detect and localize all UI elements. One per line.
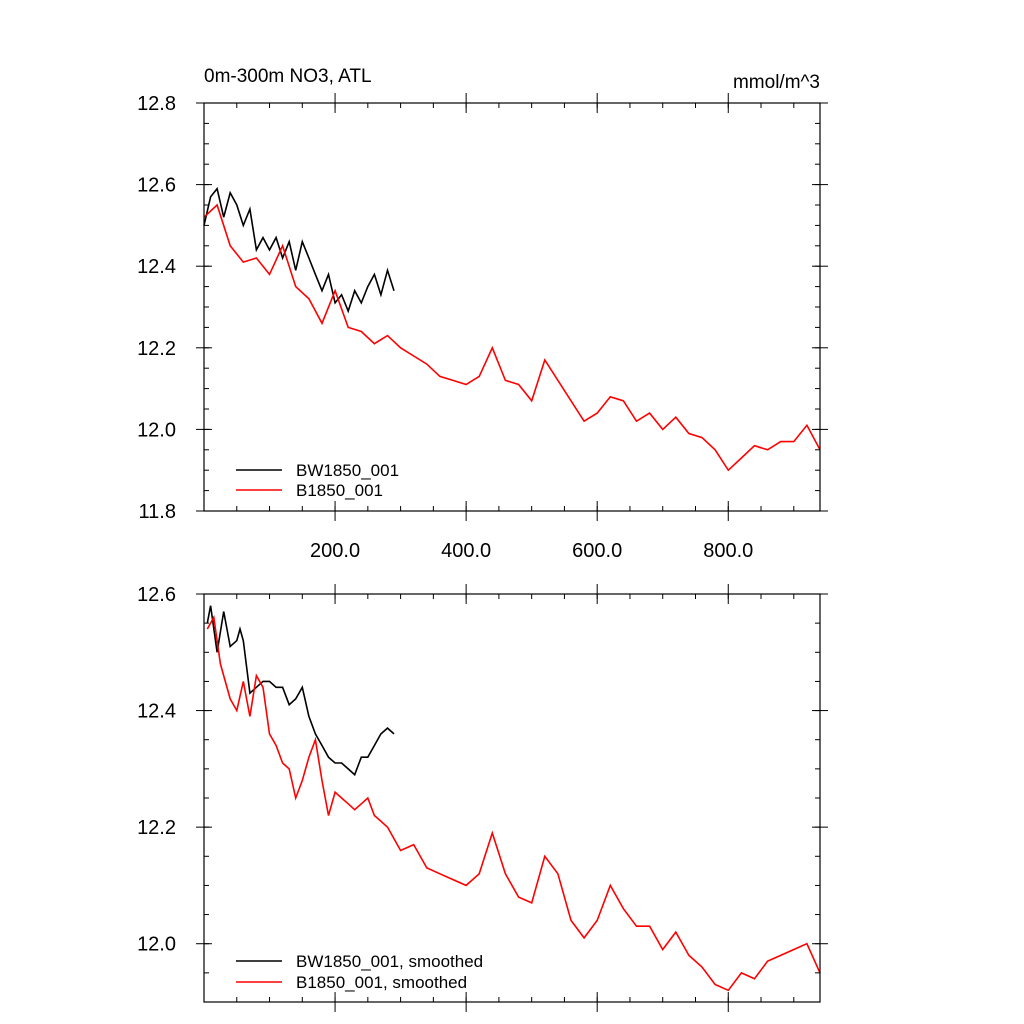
top-y-tick-label: 12.6: [137, 175, 176, 197]
top-axis-ticks: [196, 93, 828, 521]
bottom-y-tick-label: 12.4: [137, 701, 176, 723]
bottom-series-line-b1850-smoothed: [206, 614, 821, 992]
top-series-line-b1850: [203, 203, 821, 472]
top-x-tick-label: 600.0: [572, 540, 622, 562]
bottom-legend-label-b1850: B1850_001, smoothed: [296, 973, 467, 992]
top-y-tick-label: 12.8: [137, 93, 176, 115]
top-chart-units: mmol/m^3: [733, 72, 820, 93]
top-plot-frame: [203, 102, 821, 512]
top-y-tick-label: 12.0: [137, 419, 176, 441]
bottom-y-tick-label: 12.0: [137, 934, 176, 956]
top-y-tick-label: 11.8: [139, 501, 176, 523]
top-y-tick-label: 12.2: [137, 338, 176, 360]
top-legend-label-b1850: B1850_001: [296, 481, 383, 500]
top-x-tick-label: 200.0: [310, 540, 360, 562]
bottom-series-line-bw1850-smoothed: [206, 605, 395, 777]
top-series-line-bw1850: [203, 186, 395, 314]
bottom-y-tick-label: 12.6: [137, 584, 176, 606]
bottom-panel: 12.0 12.2 12.4 12.6 BW1850_001, smoothed…: [137, 584, 828, 1012]
top-x-tick-label: 400.0: [441, 540, 491, 562]
top-y-tick-label: 12.4: [137, 256, 176, 278]
top-chart-title: 0m-300m NO3, ATL: [204, 66, 372, 87]
bottom-axis-ticks: [196, 584, 828, 1012]
top-panel: 0m-300m NO3, ATL mmol/m^3 11.8 12.0 12.2…: [137, 66, 828, 562]
bottom-legend-label-bw1850: BW1850_001, smoothed: [296, 952, 483, 971]
top-x-tick-label: 800.0: [703, 540, 753, 562]
bottom-y-tick-label: 12.2: [137, 817, 176, 839]
top-legend-label-bw1850: BW1850_001: [296, 461, 399, 480]
bottom-plot-frame: [203, 593, 821, 1003]
